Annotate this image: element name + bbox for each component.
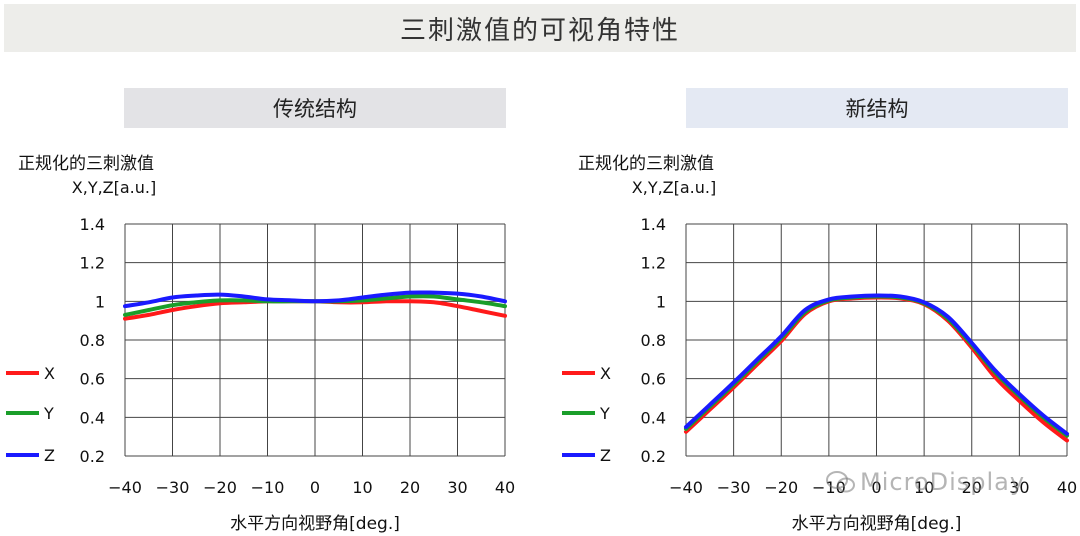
- x-tick-label: 40: [495, 478, 515, 497]
- x-tick-label: 30: [1009, 478, 1029, 497]
- y-tick-label: 0.6: [80, 370, 105, 389]
- legend-label-y: Y: [43, 404, 54, 423]
- legend-label-z: Z: [600, 446, 611, 465]
- x-tick-label: −10: [251, 478, 285, 497]
- x-tick-label: −30: [156, 478, 190, 497]
- x-axis-title: 水平方向视野角[deg.]: [230, 514, 400, 534]
- chart-new: 正规化的三刺激值 X,Y,Z[a.u.] −40 −30 −20 −10 0 10 20 30 40…: [562, 154, 1077, 534]
- x-tick-label: −10: [812, 478, 846, 497]
- y-tick-label: 1.4: [641, 215, 666, 234]
- series-line-z: [123, 290, 507, 309]
- y-tick-label: 0.2: [80, 447, 105, 466]
- legend-label-y: Y: [599, 404, 610, 423]
- y-axis-title: 正规化的三刺激值: [18, 154, 154, 174]
- y-tick-label: 0.8: [641, 331, 666, 350]
- x-tick-label: 40: [1057, 478, 1077, 497]
- legend-label-x: X: [600, 364, 611, 383]
- watermark: MicroDisplay: [826, 468, 1025, 496]
- legend-label-z: Z: [44, 446, 55, 465]
- x-tick-label: 10: [352, 478, 372, 497]
- y-tick-label: 0.8: [80, 331, 105, 350]
- y-tick-label: 1.2: [641, 254, 666, 273]
- series-line-z: [684, 293, 1069, 436]
- y-tick-label: 0.4: [80, 408, 105, 427]
- y-axis-title: 正规化的三刺激值: [578, 154, 714, 174]
- wechat-icon: [826, 470, 856, 494]
- watermark-text: MicroDisplay: [860, 468, 1026, 496]
- y-tick-label: 1.2: [80, 254, 105, 273]
- x-tick-label: 30: [447, 478, 467, 497]
- x-tick-label: 10: [914, 478, 934, 497]
- x-tick-label: 0: [310, 478, 320, 497]
- panel-title-new: 新结构: [686, 88, 1068, 128]
- panel-title-conventional: 传统结构: [124, 88, 506, 128]
- y-tick-label: 0.6: [641, 370, 666, 389]
- page-title: 三刺激值的可视角特性: [4, 4, 1076, 52]
- y-tick-label: 1.4: [80, 215, 105, 234]
- x-tick-label: 20: [962, 478, 982, 497]
- x-tick-label: −40: [669, 478, 703, 497]
- x-tick-label: 20: [400, 478, 420, 497]
- x-tick-label: 0: [871, 478, 881, 497]
- x-tick-label: −30: [717, 478, 751, 497]
- chart-conventional: 正规化的三刺激值 X,Y,Z[a.u.] −40 −30 −20 −10 0 10 20 30 40…: [6, 154, 515, 534]
- x-tick-label: −20: [764, 478, 798, 497]
- x-tick-label: −20: [203, 478, 237, 497]
- y-tick-label: 0.2: [641, 447, 666, 466]
- x-tick-label: −40: [108, 478, 142, 497]
- y-tick-label: 1: [656, 292, 666, 311]
- y-axis-unit: X,Y,Z[a.u.]: [72, 178, 156, 197]
- y-tick-label: 0.4: [641, 408, 666, 427]
- y-axis-unit: X,Y,Z[a.u.]: [632, 178, 716, 197]
- legend-label-x: X: [44, 364, 55, 383]
- x-axis-title: 水平方向视野角[deg.]: [792, 514, 962, 534]
- y-tick-label: 1: [95, 292, 105, 311]
